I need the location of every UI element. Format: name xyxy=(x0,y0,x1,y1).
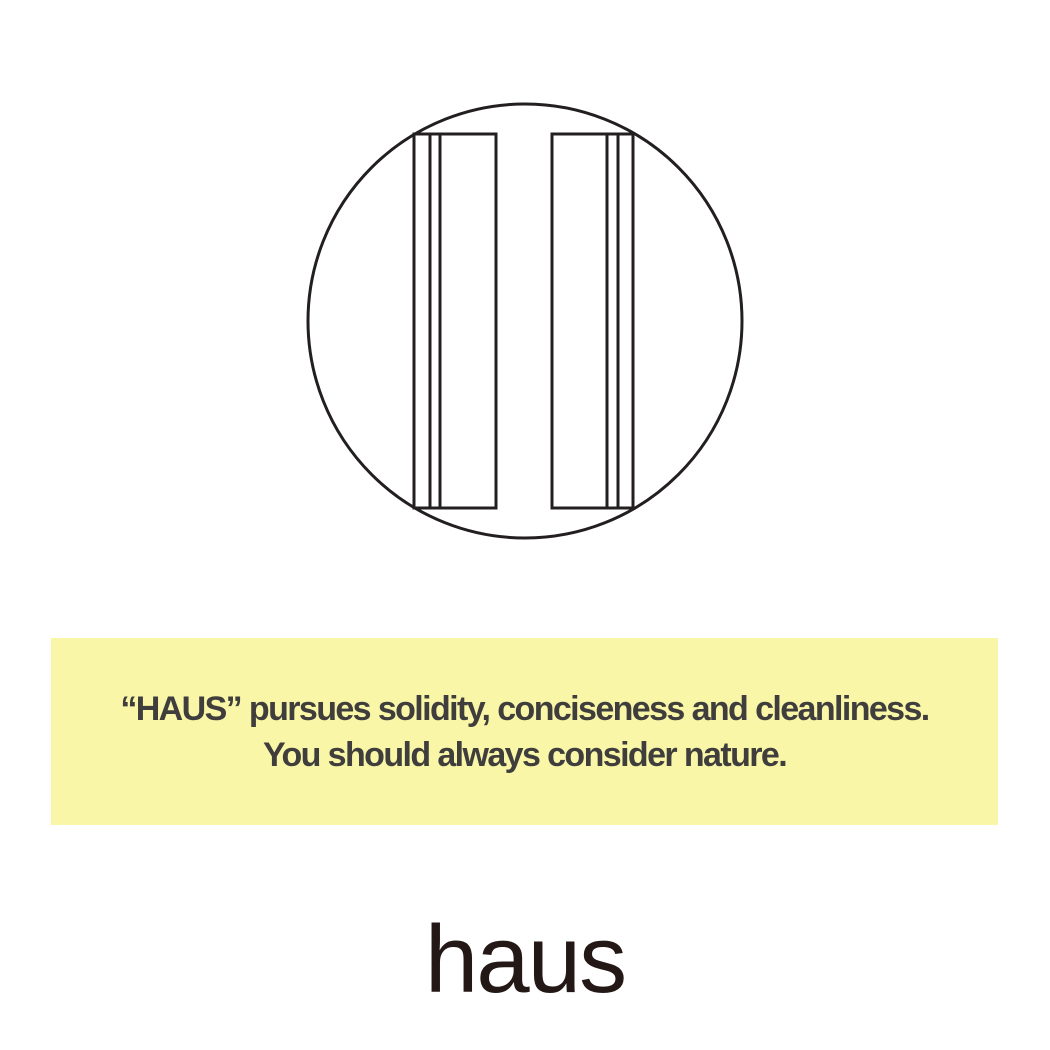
brand-wordmark: haus xyxy=(424,906,627,1013)
tagline-line-2: You should always consider nature. xyxy=(262,735,788,774)
left-window-frame xyxy=(412,132,498,510)
right-window-frame xyxy=(550,132,635,510)
tagline-line-1: “HAUS” pursues solidity, conciseness and… xyxy=(120,689,930,728)
window-frames-in-circle-icon xyxy=(306,102,744,540)
emblem-circle xyxy=(306,102,744,540)
tagline-banner: “HAUS” pursues solidity, conciseness and… xyxy=(51,638,998,825)
